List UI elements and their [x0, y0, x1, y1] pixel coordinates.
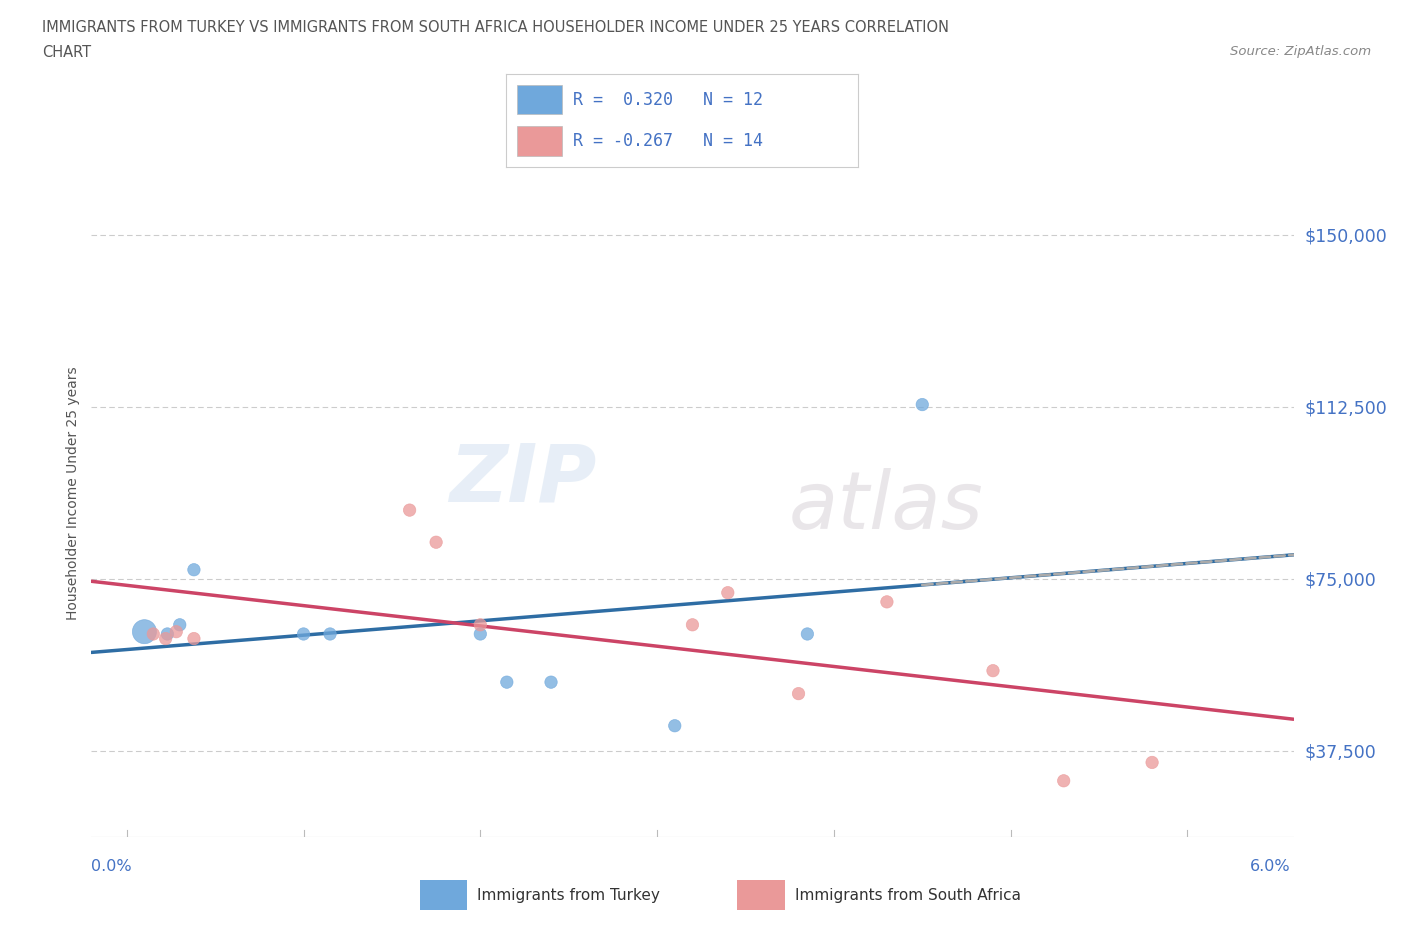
Text: 6.0%: 6.0%	[1250, 859, 1291, 874]
Point	[470, 618, 492, 632]
Text: Immigrants from South Africa: Immigrants from South Africa	[794, 887, 1021, 903]
Point	[156, 627, 179, 642]
Point	[981, 663, 1004, 678]
Bar	[517, 126, 562, 156]
Point	[717, 585, 740, 600]
Text: IMMIGRANTS FROM TURKEY VS IMMIGRANTS FROM SOUTH AFRICA HOUSEHOLDER INCOME UNDER : IMMIGRANTS FROM TURKEY VS IMMIGRANTS FRO…	[42, 20, 949, 35]
Point	[183, 631, 205, 646]
Point	[1140, 755, 1163, 770]
Text: Source: ZipAtlas.com: Source: ZipAtlas.com	[1230, 45, 1371, 58]
Text: atlas: atlas	[789, 468, 983, 546]
Point	[319, 627, 342, 642]
Text: R =  0.320   N = 12: R = 0.320 N = 12	[574, 90, 763, 109]
Point	[911, 397, 934, 412]
Point	[165, 624, 187, 639]
Text: CHART: CHART	[42, 45, 91, 60]
Point	[681, 618, 703, 632]
Bar	[737, 880, 785, 910]
Point	[470, 627, 492, 642]
Point	[134, 624, 156, 639]
Point	[540, 675, 562, 690]
Text: 0.0%: 0.0%	[91, 859, 132, 874]
Point	[155, 631, 177, 646]
Point	[1053, 774, 1076, 789]
Point	[292, 627, 315, 642]
Bar	[517, 85, 562, 114]
Point	[398, 503, 420, 518]
Point	[169, 618, 191, 632]
Point	[425, 535, 447, 550]
Point	[796, 627, 818, 642]
Point	[183, 563, 205, 578]
Bar	[420, 880, 467, 910]
Text: ZIP: ZIP	[449, 440, 596, 518]
Point	[664, 718, 686, 733]
Point	[787, 686, 810, 701]
Point	[142, 627, 165, 642]
Point	[495, 675, 517, 690]
Point	[876, 594, 898, 609]
Text: Immigrants from Turkey: Immigrants from Turkey	[478, 887, 661, 903]
Y-axis label: Householder Income Under 25 years: Householder Income Under 25 years	[66, 366, 80, 619]
Text: R = -0.267   N = 14: R = -0.267 N = 14	[574, 132, 763, 151]
